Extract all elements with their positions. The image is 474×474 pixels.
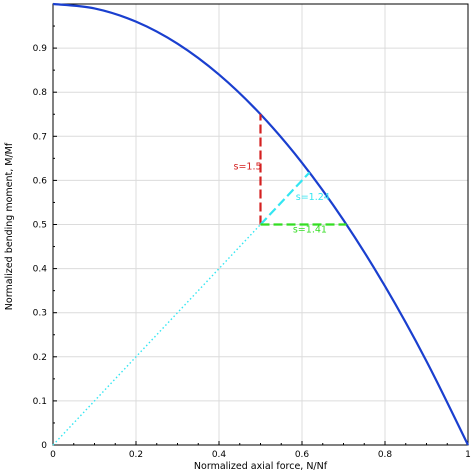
y-tick-label: 0.4 [33,265,48,275]
x-tick-label: 0.8 [378,450,393,460]
y-tick-label: 0.7 [33,132,47,142]
x-tick-label: 0.2 [129,450,143,460]
x-tick-label: 0.4 [212,450,227,460]
x-tick-label: 0 [50,450,56,460]
x-tick-label: 0.6 [295,450,310,460]
annotation-group: s=1.5 s=1.24 s=1.41 [234,161,330,235]
x-axis-label: Normalized axial force, N/Nf [194,461,328,472]
load-path-line [52,224,262,446]
y-tick-label: 0.9 [33,44,48,54]
interaction-curve-line [52,2,469,446]
safety-factor-label: s=1.24 [296,192,330,203]
y-tick-label: 0.5 [33,221,47,231]
y-tick-label: 0.8 [33,88,48,98]
y-tick-label: 0.1 [33,397,47,407]
y-tick-label: 0.6 [33,176,48,186]
y-tick-label: 0 [41,441,47,451]
y-axis-label: Normalized bending moment, M/Mf [4,142,15,310]
y-tick-label: 0.2 [33,353,47,363]
safety-factor-label: s=1.5 [234,161,262,172]
safety-factor-label: s=1.41 [293,224,327,235]
axis-ticks: 0 0.2 0.4 0.6 0.8 1 0 0.1 0.2 0.3 0.4 0.5 0.6 0.7 0.8 0… [33,25,471,460]
y-tick-label: 0.3 [33,309,47,319]
radial-margin-line [259,171,311,226]
x-tick-label: 1 [465,450,471,460]
series-group [52,2,469,446]
